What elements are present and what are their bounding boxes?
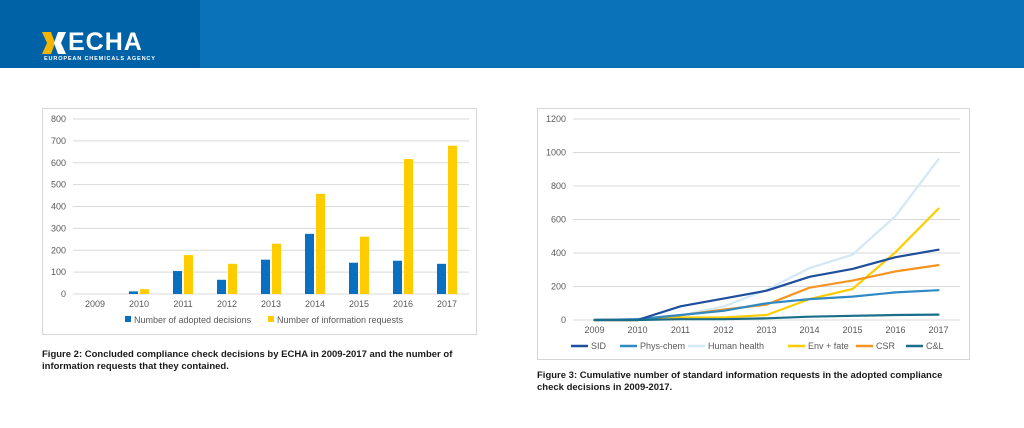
logo-subtitle: EUROPEAN CHEMICALS AGENCY [44,56,156,62]
x-tick-label: 2013 [756,325,776,335]
bar-requests [140,289,149,294]
y-tick-label: 600 [51,158,66,168]
series-line-sid [593,248,940,322]
y-tick-label: 0 [61,289,66,299]
bar-requests [184,255,193,294]
figure3-chart: 0 200 400 600 800 1000 1200 2009 2010 2011 2012 201… [537,108,970,360]
bar-requests [316,193,325,294]
legend-label: Env + fate [808,341,849,351]
y-tick-label: 400 [551,248,566,258]
y-tick-label: 200 [51,245,66,255]
x-tick-label: 2012 [713,325,733,335]
y-tick-label: 800 [551,181,566,191]
y-tick-label: 700 [51,136,66,146]
bar-requests [404,159,413,294]
y-tick-label: 1200 [546,114,566,124]
series-line-human-health [593,158,940,322]
series-line-phys-chem [593,289,940,322]
bar-decisions [437,263,446,294]
legend-label: Human health [708,341,764,351]
y-tick-label: 100 [51,267,66,277]
figure2-caption: Figure 2: Concluded compliance check dec… [42,349,453,372]
x-tick-label: 2013 [261,299,281,309]
x-tick-label: 2017 [437,299,457,309]
x-tick-label: 2009 [85,299,105,309]
y-tick-label: 1000 [546,148,566,158]
x-tick-label: 2016 [885,325,905,335]
legend-label: CSR [876,341,896,351]
bar-decisions [129,291,138,294]
bar-decisions [217,279,226,294]
bar-requests [228,263,237,294]
x-tick-label: 2017 [928,325,948,335]
bar-requests [448,145,457,294]
figure2-bar-chart: 0 100 200 300 400 500 600 700 800 2009 2010 2011 201… [51,114,469,325]
x-tick-label: 2014 [799,325,819,335]
bar-requests [360,236,369,294]
bar-decisions [173,271,182,294]
echa-logo-icon [42,32,66,54]
echa-logo[interactable]: ECHA EUROPEAN CHEMICALS AGENCY [42,28,182,66]
legend-label: Phys-chem [640,341,685,351]
x-tick-label: 2014 [305,299,325,309]
y-tick-label: 300 [51,223,66,233]
series-line-c-l [593,313,940,322]
y-tick-label: 800 [51,114,66,124]
y-tick-label: 0 [561,315,566,325]
figure2-chart: 0 100 200 300 400 500 600 700 800 2009 2010 2011 201… [42,108,477,335]
y-tick-label: 600 [551,215,566,225]
bar-decisions [261,259,270,294]
bar-decisions [349,262,358,294]
logo-wordmark: ECHA [68,28,143,56]
bar-decisions [393,260,402,294]
x-tick-label: 2010 [129,299,149,309]
y-tick-label: 200 [551,282,566,292]
site-header: ECHA EUROPEAN CHEMICALS AGENCY [0,0,1024,68]
x-tick-label: 2016 [393,299,413,309]
logo-mark-left [42,32,55,54]
bar-decisions [305,233,314,294]
figure3-caption: Figure 3: Cumulative number of standard … [537,370,943,393]
bar-requests [272,243,281,294]
x-tick-label: 2015 [349,299,369,309]
x-tick-label: 2015 [842,325,862,335]
legend-label: C&L [926,341,944,351]
x-tick-label: 2011 [671,325,690,335]
logo-mark-right [54,32,66,54]
legend-label: Number of adopted decisions [134,315,252,325]
legend-label: SID [591,341,607,351]
x-tick-label: 2009 [584,325,604,335]
legend-swatch [268,316,274,322]
x-tick-label: 2012 [217,299,237,309]
x-tick-label: 2010 [627,325,647,335]
header-left-band [0,0,200,68]
y-tick-label: 400 [51,202,66,212]
y-tick-label: 500 [51,180,66,190]
legend-swatch [125,316,131,322]
x-tick-label: 2011 [173,299,192,309]
figure3-line-chart: 0 200 400 600 800 1000 1200 2009 2010 2011 2012 201… [546,114,960,351]
legend-label: Number of information requests [277,315,404,325]
